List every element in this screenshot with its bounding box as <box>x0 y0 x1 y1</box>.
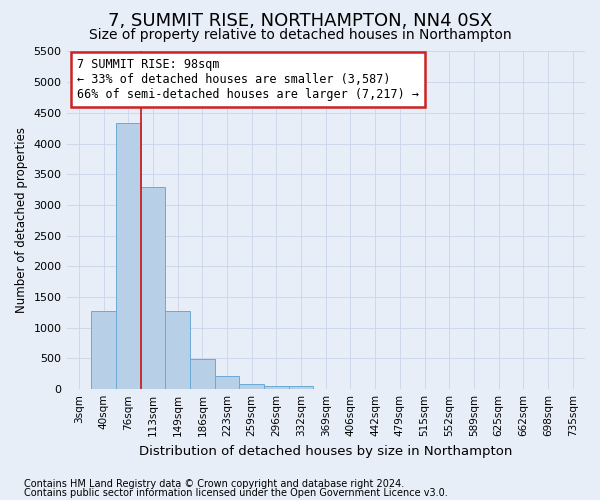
Bar <box>140 186 165 389</box>
Bar <box>91 311 116 389</box>
X-axis label: Distribution of detached houses by size in Northampton: Distribution of detached houses by size … <box>139 444 512 458</box>
Bar <box>215 376 239 389</box>
Text: 7 SUMMIT RISE: 98sqm
← 33% of detached houses are smaller (3,587)
66% of semi-de: 7 SUMMIT RISE: 98sqm ← 33% of detached h… <box>77 58 419 102</box>
Y-axis label: Number of detached properties: Number of detached properties <box>15 128 28 314</box>
Bar <box>190 359 215 389</box>
Text: Size of property relative to detached houses in Northampton: Size of property relative to detached ho… <box>89 28 511 42</box>
Text: Contains HM Land Registry data © Crown copyright and database right 2024.: Contains HM Land Registry data © Crown c… <box>24 479 404 489</box>
Bar <box>165 310 190 389</box>
Bar <box>116 124 140 389</box>
Text: Contains public sector information licensed under the Open Government Licence v3: Contains public sector information licen… <box>24 488 448 498</box>
Bar <box>289 386 313 389</box>
Text: 7, SUMMIT RISE, NORTHAMPTON, NN4 0SX: 7, SUMMIT RISE, NORTHAMPTON, NN4 0SX <box>108 12 492 30</box>
Bar <box>264 386 289 389</box>
Bar <box>239 384 264 389</box>
